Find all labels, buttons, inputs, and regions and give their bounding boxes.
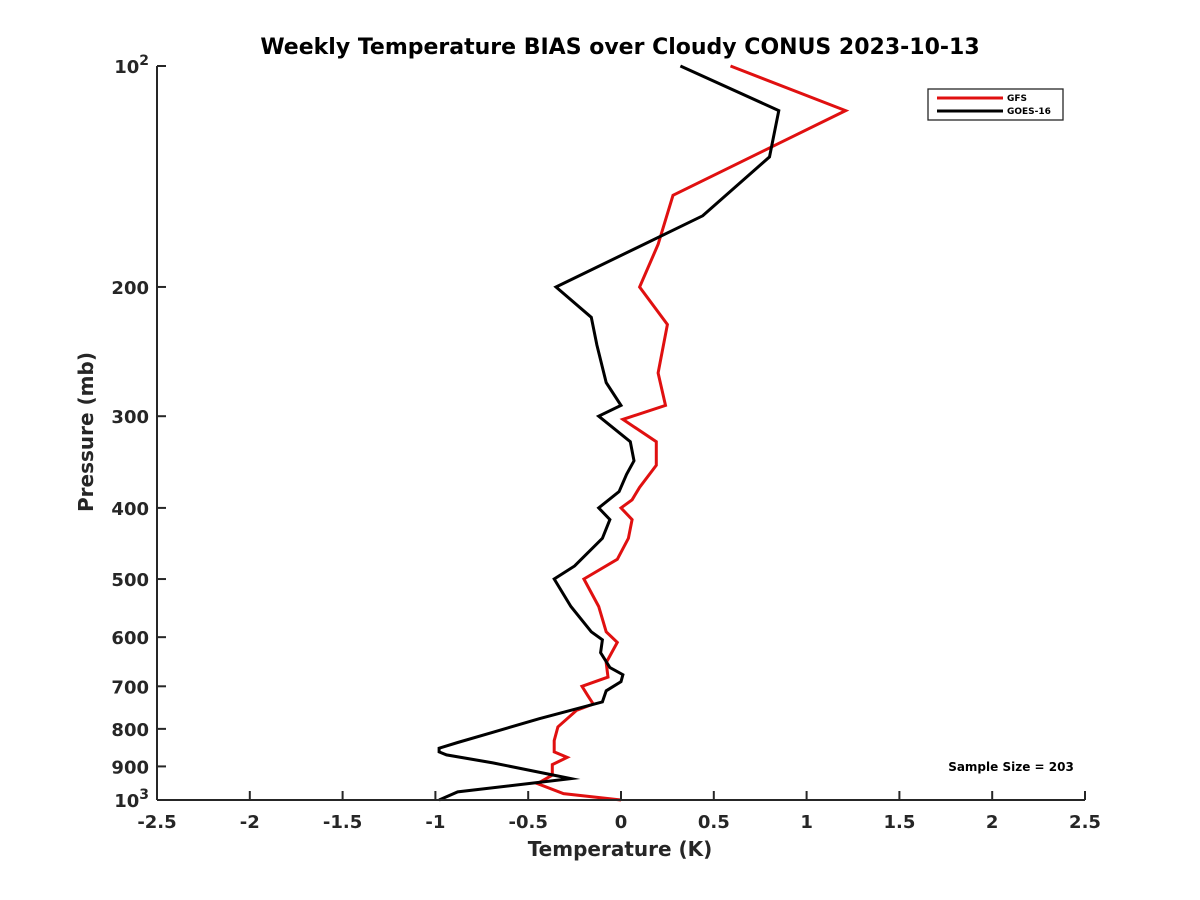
x-tick-label: -0.5 bbox=[509, 812, 548, 833]
legend-label: GFS bbox=[1007, 94, 1027, 104]
ticks-group: -2.5 -2 -1.5 -1 -0.5 0 0.5 1 1.5 2 2.5 102 200 300 400… bbox=[111, 53, 1101, 833]
y-tick-label: 600 bbox=[111, 628, 149, 649]
x-axis-label: Temperature (K) bbox=[528, 837, 713, 861]
chart-title: Weekly Temperature BIAS over Cloudy CONU… bbox=[260, 35, 979, 60]
x-tick-label: -2 bbox=[240, 812, 260, 833]
y-tick-label: 103 bbox=[114, 787, 149, 812]
y-tick-label: 300 bbox=[111, 407, 149, 428]
series-line-goes-16 bbox=[437, 64, 781, 802]
y-tick-label: 500 bbox=[111, 570, 149, 591]
sample-size-annotation: Sample Size = 203 bbox=[948, 760, 1074, 774]
y-axis-label: Pressure (mb) bbox=[74, 352, 98, 512]
x-tick-label: -2.5 bbox=[137, 812, 176, 833]
series-line-gfs bbox=[534, 64, 850, 802]
x-tick-label: 1.5 bbox=[883, 812, 915, 833]
x-tick-label: -1 bbox=[425, 812, 445, 833]
x-tick-label: 2.5 bbox=[1069, 812, 1101, 833]
x-tick-label: -1.5 bbox=[323, 812, 362, 833]
y-tick-label: 900 bbox=[111, 757, 149, 778]
x-tick-label: 0 bbox=[615, 812, 628, 833]
legend-label: GOES-16 bbox=[1007, 107, 1051, 117]
series-group bbox=[437, 64, 850, 802]
x-tick-label: 2 bbox=[986, 812, 999, 833]
y-tick-label: 102 bbox=[114, 53, 149, 78]
x-tick-label: 1 bbox=[800, 812, 813, 833]
y-tick-label: 800 bbox=[111, 720, 149, 741]
legend: GFS GOES-16 bbox=[927, 88, 1064, 121]
y-tick-label: 200 bbox=[111, 278, 149, 299]
y-tick-label: 700 bbox=[111, 677, 149, 698]
legend-box bbox=[927, 88, 1064, 121]
x-tick-label: 0.5 bbox=[698, 812, 730, 833]
y-tick-label: 400 bbox=[111, 499, 149, 520]
